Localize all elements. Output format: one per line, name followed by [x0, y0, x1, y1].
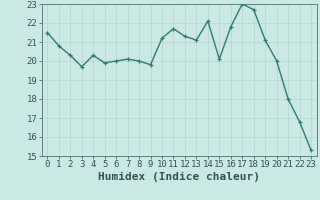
X-axis label: Humidex (Indice chaleur): Humidex (Indice chaleur)	[98, 172, 260, 182]
